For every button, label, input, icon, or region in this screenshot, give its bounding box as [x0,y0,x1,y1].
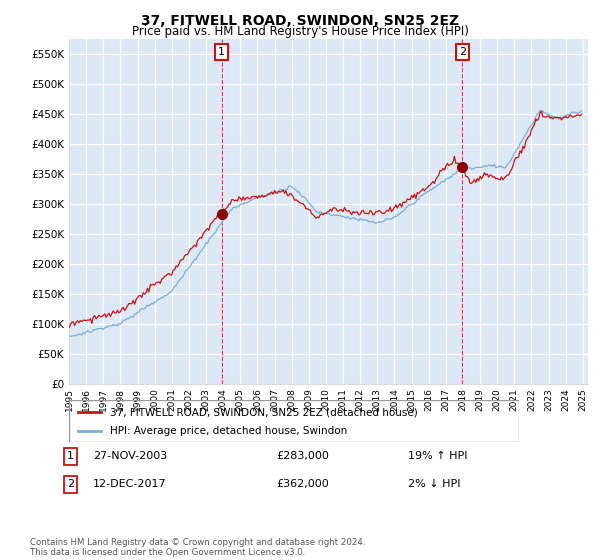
Text: 37, FITWELL ROAD, SWINDON, SN25 2EZ (detached house): 37, FITWELL ROAD, SWINDON, SN25 2EZ (det… [110,407,417,417]
Text: 1: 1 [67,451,74,461]
Text: £283,000: £283,000 [276,451,329,461]
Text: Contains HM Land Registry data © Crown copyright and database right 2024.
This d: Contains HM Land Registry data © Crown c… [30,538,365,557]
Text: HPI: Average price, detached house, Swindon: HPI: Average price, detached house, Swin… [110,426,347,436]
Text: 12-DEC-2017: 12-DEC-2017 [93,479,167,489]
Text: 27-NOV-2003: 27-NOV-2003 [93,451,167,461]
Text: 2% ↓ HPI: 2% ↓ HPI [408,479,461,489]
Text: 2: 2 [459,48,466,57]
Text: 1: 1 [218,48,225,57]
Text: Price paid vs. HM Land Registry's House Price Index (HPI): Price paid vs. HM Land Registry's House … [131,25,469,38]
Text: 2: 2 [67,479,74,489]
Text: 37, FITWELL ROAD, SWINDON, SN25 2EZ: 37, FITWELL ROAD, SWINDON, SN25 2EZ [141,14,459,28]
Text: £362,000: £362,000 [276,479,329,489]
Text: 19% ↑ HPI: 19% ↑ HPI [408,451,467,461]
